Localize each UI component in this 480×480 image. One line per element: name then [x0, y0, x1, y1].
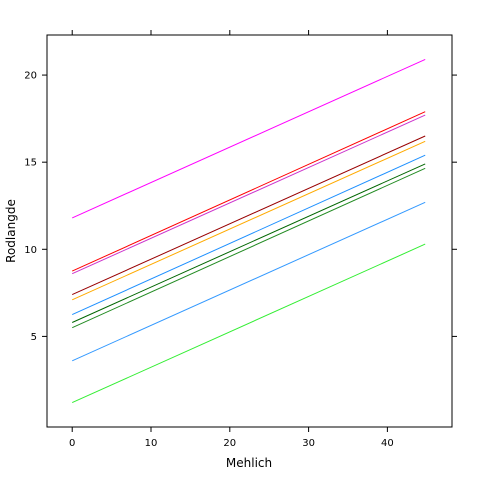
series-line-6: [71, 154, 426, 316]
y-tick-label: 15: [24, 158, 37, 169]
x-tick-label: 10: [145, 438, 158, 449]
y-tick-label: 5: [31, 332, 37, 343]
series-line-4: [71, 135, 426, 296]
x-tick-label: 0: [69, 438, 75, 449]
series-line-5: [71, 140, 426, 301]
series-line-1: [71, 58, 426, 219]
series-line-7: [71, 163, 426, 323]
y-tick-label: 20: [24, 71, 37, 82]
y-tick-label: 10: [24, 245, 37, 256]
series-line-10: [71, 243, 426, 404]
axis-ticks: [42, 30, 457, 432]
series-line-8: [71, 167, 426, 329]
plot-panel: [46, 34, 453, 428]
tick-labels: 0 10 20 30 40 5 10 15 20: [24, 71, 393, 449]
series-lines: [71, 58, 426, 404]
series-line-3: [71, 114, 426, 275]
y-axis-label: Rodlangde: [4, 199, 18, 263]
x-tick-label: 40: [381, 438, 394, 449]
x-tick-label: 20: [223, 438, 236, 449]
x-axis-label: Mehlich: [226, 456, 272, 470]
x-tick-label: 30: [302, 438, 315, 449]
series-line-2: [71, 111, 426, 272]
series-line-9: [71, 201, 426, 362]
